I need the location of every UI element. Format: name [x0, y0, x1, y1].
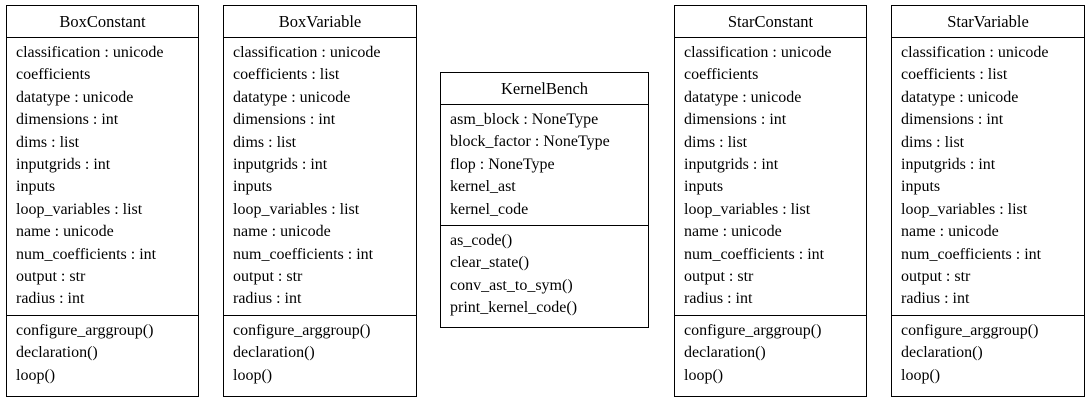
attribute-item: loop_variables : list — [684, 200, 811, 218]
methods-compartment: configure_arggroup() declaration() loop() — [224, 316, 416, 391]
methods-compartment: configure_arggroup() declaration() loop() — [892, 316, 1084, 391]
attribute-item: dims : list — [684, 133, 748, 151]
attribute-item: output : str — [233, 268, 303, 286]
attribute-item: dimensions : int — [684, 111, 787, 129]
attribute-item: coefficients — [16, 66, 91, 84]
attribute-item: name : unicode — [684, 223, 782, 241]
attribute-item: name : unicode — [901, 223, 999, 241]
attribute-item: dimensions : int — [233, 111, 336, 129]
attribute-item: inputgrids : int — [233, 156, 328, 174]
attribute-item: coefficients — [684, 66, 759, 84]
attribute-item: num_coefficients : int — [233, 245, 374, 263]
attribute-item: classification : unicode — [684, 44, 832, 61]
attribute-item: name : unicode — [16, 223, 114, 241]
attribute-item: inputgrids : int — [16, 156, 111, 174]
methods-compartment: as_code() clear_state() conv_ast_to_sym()p… — [441, 226, 648, 324]
attributes-compartment: classification : unicode coefficients data… — [7, 38, 198, 316]
attribute-item: num_coefficients : int — [901, 245, 1042, 263]
attribute-item: dims : list — [233, 133, 297, 151]
method-item: configure_arggroup() — [684, 321, 822, 339]
attribute-item: datatype : unicode — [684, 88, 802, 106]
attribute-item: num_coefficients : int — [684, 245, 825, 263]
attribute-item: datatype : unicode — [901, 88, 1019, 106]
class-star-variable: StarVariable classification : unicode coe… — [891, 5, 1085, 397]
attribute-item: output : str — [16, 268, 86, 286]
attribute-item: inputs — [233, 178, 273, 196]
attribute-item: radius : int — [901, 290, 970, 308]
method-item: loop() — [684, 366, 724, 384]
attribute-item: radius : int — [16, 290, 85, 308]
attributes-compartment: classification : unicode coefficients : l… — [892, 38, 1084, 316]
class-box-variable: BoxVariable classification : unicode coef… — [223, 5, 417, 397]
class-name: BoxVariable — [224, 6, 416, 38]
method-item: declaration() — [901, 344, 983, 362]
attribute-item: asm_block : NoneType — [450, 111, 599, 128]
method-item: configure_arggroup() — [233, 321, 371, 339]
attribute-item: loop_variables : list — [16, 200, 143, 218]
attribute-item: datatype : unicode — [233, 88, 351, 106]
attribute-item: classification : unicode — [16, 44, 164, 61]
attribute-item: dims : list — [16, 133, 80, 151]
method-item: loop() — [233, 366, 273, 384]
attribute-item: num_coefficients : int — [16, 245, 157, 263]
attributes-compartment: classification : unicode coefficients data… — [675, 38, 866, 316]
class-name: BoxConstant — [7, 6, 198, 38]
method-item: declaration() — [16, 344, 98, 362]
attribute-item: inputs — [684, 178, 724, 196]
attribute-item: flop : NoneType — [450, 155, 555, 173]
attribute-item: output : str — [684, 268, 754, 286]
attribute-item: radius : int — [684, 290, 753, 308]
attribute-item: coefficients : list — [233, 66, 340, 84]
methods-compartment: configure_arggroup() declaration() loop() — [7, 316, 198, 391]
attribute-item: name : unicode — [233, 223, 331, 241]
method-item: declaration() — [233, 344, 315, 362]
attribute-item: loop_variables : list — [233, 200, 360, 218]
attribute-item: inputgrids : int — [901, 156, 996, 174]
attribute-item: dims : list — [901, 133, 965, 151]
method-item: configure_arggroup() — [901, 321, 1039, 339]
attribute-item: inputs — [901, 178, 941, 196]
method-item: as_code() — [450, 232, 513, 250]
methods-compartment: configure_arggroup() declaration() loop() — [675, 316, 866, 391]
attribute-item: classification : unicode — [233, 44, 381, 61]
attribute-item: radius : int — [233, 290, 302, 308]
class-name: KernelBench — [441, 73, 648, 105]
method-item: conv_ast_to_sym() — [450, 276, 573, 294]
attribute-item: dimensions : int — [901, 111, 1004, 129]
attributes-compartment: classification : unicode coefficients : l… — [224, 38, 416, 316]
attribute-item: kernel_code — [450, 200, 529, 218]
attribute-item: loop_variables : list — [901, 200, 1028, 218]
method-item: declaration() — [684, 344, 766, 362]
class-name: StarVariable — [892, 6, 1084, 38]
attribute-item: datatype : unicode — [16, 88, 134, 106]
attribute-item: block_factor : NoneType — [450, 133, 610, 151]
method-item: loop() — [16, 366, 56, 384]
class-star-constant: StarConstant classification : unicode coe… — [674, 5, 867, 397]
attributes-compartment: asm_block : NoneType block_factor : NoneT… — [441, 105, 648, 227]
class-box-constant: BoxConstant classification : unicode coef… — [6, 5, 199, 397]
method-item: print_kernel_code() — [450, 299, 578, 317]
attribute-item: kernel_ast — [450, 178, 516, 196]
method-item: loop() — [901, 366, 941, 384]
attribute-item: dimensions : int — [16, 111, 119, 129]
attribute-item: coefficients : list — [901, 66, 1008, 84]
method-item: configure_arggroup() — [16, 321, 154, 339]
attribute-item: classification : unicode — [901, 44, 1049, 61]
class-name: StarConstant — [675, 6, 866, 38]
method-item: clear_state() — [450, 254, 530, 272]
attribute-item: output : str — [901, 268, 971, 286]
attribute-item: inputgrids : int — [684, 156, 779, 174]
class-kernel-bench: KernelBench asm_block : NoneType block_fa… — [440, 72, 649, 328]
attribute-item: inputs — [16, 178, 56, 196]
